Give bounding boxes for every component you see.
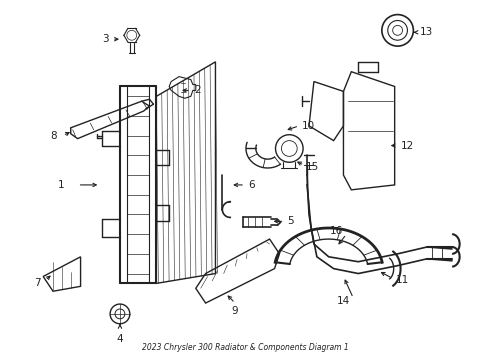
Text: 3: 3 xyxy=(102,34,109,44)
Text: 2: 2 xyxy=(194,85,200,95)
Text: 1: 1 xyxy=(58,180,65,190)
Text: 4: 4 xyxy=(117,334,123,343)
Text: 14: 14 xyxy=(337,296,350,306)
Text: 5: 5 xyxy=(287,216,294,226)
Text: 2023 Chrysler 300 Radiator & Components Diagram 1: 2023 Chrysler 300 Radiator & Components … xyxy=(142,343,348,352)
Text: 16: 16 xyxy=(330,226,343,236)
Text: 10: 10 xyxy=(302,121,315,131)
Text: 13: 13 xyxy=(420,27,434,37)
Text: 12: 12 xyxy=(400,140,414,150)
Text: 15: 15 xyxy=(306,162,319,172)
Text: 8: 8 xyxy=(50,131,57,141)
Text: 9: 9 xyxy=(232,306,239,316)
Text: 11: 11 xyxy=(395,275,409,285)
Text: 7: 7 xyxy=(35,278,41,288)
Text: 6: 6 xyxy=(248,180,255,190)
